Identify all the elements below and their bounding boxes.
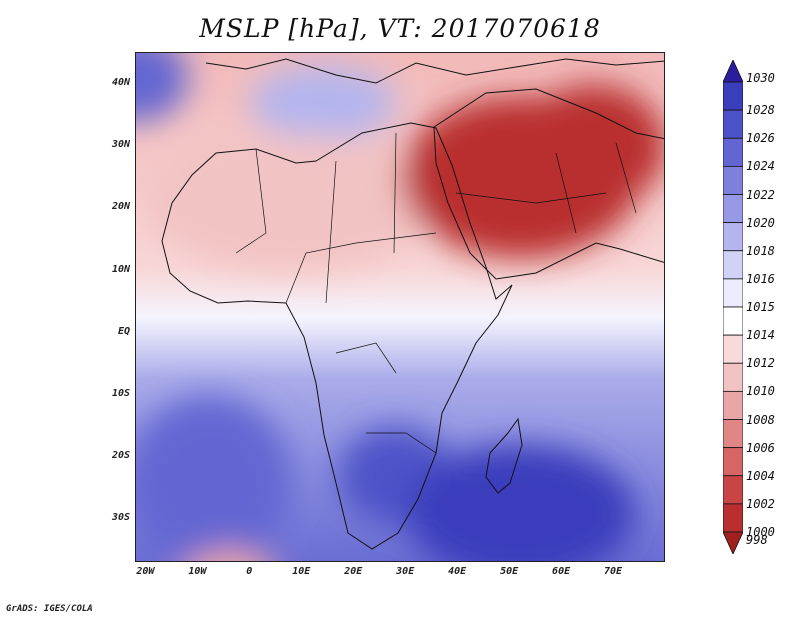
lon-tick-label: 20W [136,566,155,577]
lon-tick-label: 0 [246,566,253,577]
colorbar-segment [723,419,743,449]
pressure-field [136,53,664,561]
lon-tick-label: 50E [500,566,519,577]
south-atlantic-high [136,395,292,561]
lon-tick-label: 60E [552,566,571,577]
colorbar-label: 1028 [746,103,775,118]
colorbar-label: 1010 [746,384,775,399]
colorbar-segment [723,250,743,280]
colorbar-segment [723,81,743,111]
colorbar-segment [723,334,743,364]
colorbar-segment [723,109,743,139]
colorbar-label: 1015 [746,300,775,314]
lon-tick-label: 40E [448,566,467,577]
software-credit: GrADS: IGES/COLA [6,604,93,614]
colorbar-segment [723,306,743,336]
colorbar-segment [723,447,743,477]
colorbar-label: 1018 [746,243,775,258]
colorbar-label: 1000 [746,525,775,539]
colorbar-label: 1008 [746,412,775,427]
colorbar-label: 1020 [746,215,775,230]
lon-tick-label: 20E [344,566,363,577]
lat-tick-label: 30S [111,512,130,524]
arabia-coastline [433,88,664,280]
colorbar-label: 1012 [746,356,775,371]
colorbar-label: 1024 [746,159,775,174]
chart-title: MSLP [hPa], VT: 2017070618 [199,14,601,43]
colorbar-label: 1004 [746,468,775,483]
madagascar-coastline [485,417,523,494]
colorbar-bottom-arrow [723,531,743,554]
lon-tick-label: 70E [604,566,623,577]
lat-tick-label: EQ [117,325,130,337]
southern-ocean-low [193,550,266,561]
colorbar-segment [723,165,743,195]
colorbar-label: 1006 [746,440,775,455]
colorbar-label: 1026 [746,131,775,146]
lat-tick-label: 20S [111,450,130,462]
lat-tick-label: 10S [111,388,130,400]
colorbar-segment [723,503,743,533]
colorbar-label: 1016 [746,271,775,286]
lon-tick-label: 30E [396,566,415,577]
colorbar-label: 998 [746,533,768,547]
mascarene-high [406,444,635,561]
lon-tick-label: 10E [292,566,311,577]
lon-tick-label: 10W [188,566,207,577]
map-panel [135,52,665,562]
europe-coastline [205,58,664,84]
colorbar-top-arrow [723,60,743,83]
lat-tick-label: 10N [111,263,130,275]
colorbar-segment [723,390,743,420]
coastlines [161,58,664,550]
lat-tick-label: 20N [111,201,130,213]
colorbar-label: 1002 [746,496,775,511]
lat-tick-label: 30N [111,139,130,151]
colorbar-segment [723,222,743,252]
border-lines [235,132,637,454]
pressure-map [136,53,664,561]
colorbar-segment [723,137,743,167]
africa-coastline [161,122,513,550]
colorbar-label: 1022 [746,187,775,202]
colorbar-segment [723,362,743,392]
lat-tick-label: 40N [111,77,130,89]
colorbar-label: 1030 [746,71,775,85]
colorbar-segment [723,278,743,308]
colorbar [723,60,743,554]
sahara-low [146,133,438,271]
colorbar-segment [723,194,743,224]
persian-low [520,84,664,209]
colorbar-label: 1014 [746,328,775,343]
colorbar-segment [723,475,743,505]
mediterranean-high [250,65,396,141]
azores-high [136,53,188,122]
